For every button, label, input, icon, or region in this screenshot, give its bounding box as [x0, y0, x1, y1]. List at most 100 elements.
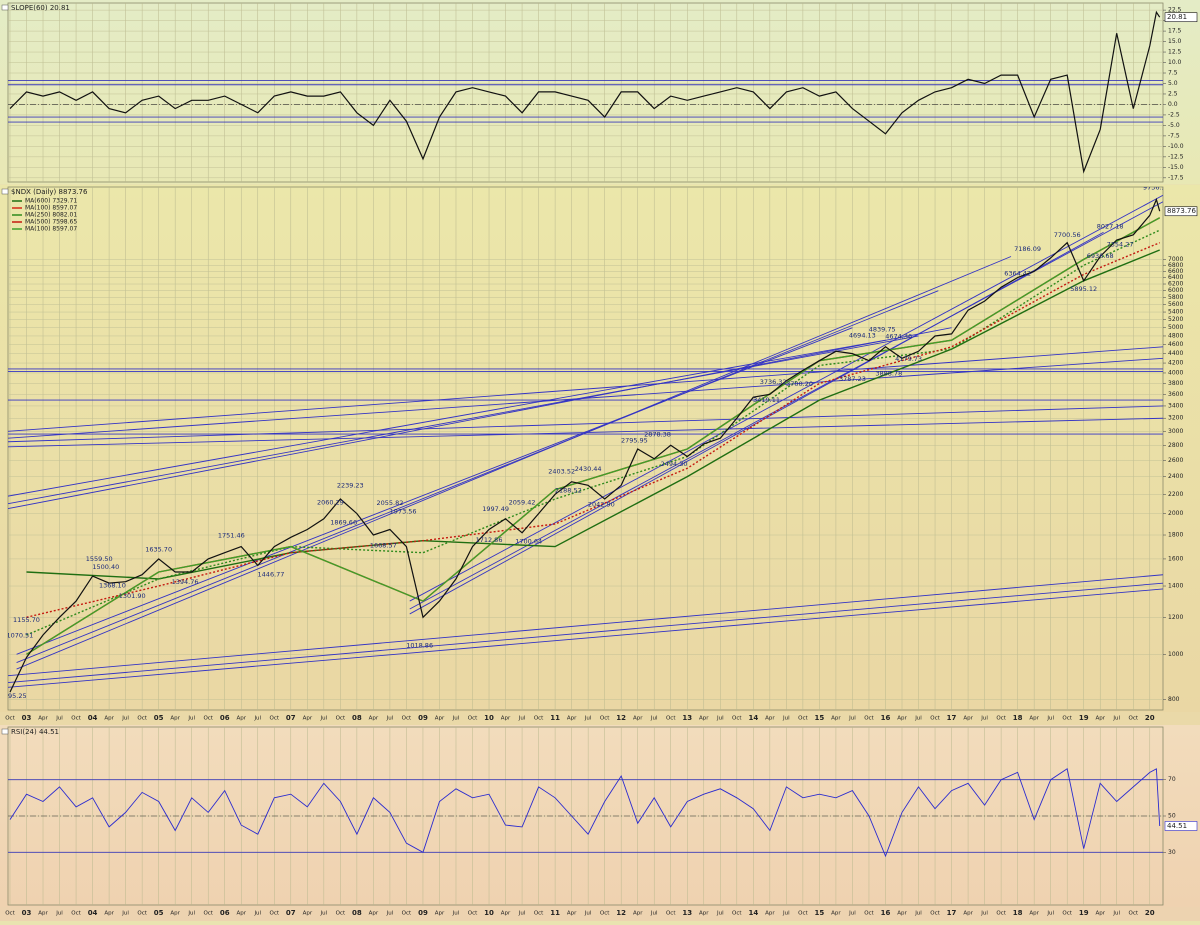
x-tick-label: Oct [203, 911, 213, 917]
trendline [8, 339, 886, 497]
y-tick-label: 6000 [1168, 287, 1183, 294]
price-annotation: 1155.70 [13, 616, 40, 624]
y-tick-label: -2.5 [1168, 111, 1180, 118]
x-tick-label: Jul [1112, 716, 1120, 722]
x-tick-label: 08 [352, 714, 362, 722]
legend-entry: MA(250) 8082.01 [25, 212, 77, 219]
x-tick-label: Oct [798, 716, 808, 722]
x-tick-label: Apr [435, 716, 445, 722]
trendline [8, 405, 1163, 443]
x-tick-label: Apr [765, 911, 775, 917]
x-tick-label: Apr [897, 716, 907, 722]
y-tick-label: 3000 [1168, 428, 1183, 435]
price-annotation: 4674.36 [885, 332, 912, 340]
x-tick-label: 05 [154, 714, 164, 722]
trendline [16, 256, 1012, 670]
x-tick-label: Apr [1095, 716, 1105, 722]
y-tick-label: 15.0 [1168, 38, 1182, 45]
x-tick-label: 06 [220, 714, 230, 722]
price-annotation: 795.25 [4, 692, 27, 700]
x-tick-label: Jul [782, 716, 790, 722]
x-tick-label: Apr [765, 716, 775, 722]
title-icon [1, 4, 9, 11]
trendline [8, 574, 1163, 677]
x-tick-label: Jul [320, 716, 328, 722]
y-tick-label: 3200 [1168, 415, 1183, 422]
x-tick-label: Apr [831, 716, 841, 722]
y-tick-label: -7.5 [1168, 132, 1180, 139]
trendline [16, 327, 853, 655]
panel-background [0, 185, 1200, 712]
price-annotation: 1070.51 [6, 631, 33, 639]
y-tick-label: -12.5 [1168, 153, 1184, 160]
x-tick-label: 20 [1145, 714, 1155, 722]
x-tick-label: Jul [848, 716, 856, 722]
legend-entry: MA(100) 8597.07 [25, 226, 77, 233]
x-tick-label: Oct [137, 911, 147, 917]
price-annotation: 4179.73 [895, 355, 922, 363]
x-tick-label: Jul [716, 911, 724, 917]
price-annotation: 3419.11 [753, 396, 780, 404]
price-annotation: 6936.68 [1087, 252, 1114, 260]
x-tick-label: Jul [584, 911, 592, 917]
price-annotation: 2494.30 [661, 460, 688, 468]
x-tick-label: 04 [88, 714, 98, 722]
x-tick-label: Apr [38, 716, 48, 722]
x-tick-label: Jul [320, 911, 328, 917]
x-tick-label: Jul [187, 911, 195, 917]
y-tick-label: 6600 [1168, 268, 1183, 275]
trendline [8, 417, 1163, 448]
trendline [409, 194, 1163, 602]
y-tick-label: 2.5 [1168, 90, 1178, 97]
x-tick-label: Oct [402, 716, 412, 722]
x-tick-label: 16 [881, 909, 891, 917]
price-annotation: 1635.70 [145, 545, 172, 553]
x-tick-label: Jul [386, 716, 394, 722]
ma-line [26, 229, 1160, 636]
x-tick-label: Apr [567, 716, 577, 722]
x-tick-label: Apr [633, 716, 643, 722]
x-tick-label: Jul [121, 716, 129, 722]
x-tick-label: Oct [270, 716, 280, 722]
y-tick-label: 1200 [1168, 614, 1183, 621]
y-tick-label: 5800 [1168, 294, 1183, 301]
axis-strip [0, 907, 1200, 921]
value-tag-box [1164, 821, 1198, 831]
x-tick-label: Jul [187, 716, 195, 722]
x-tick-label: 07 [286, 714, 296, 722]
x-tick-label: 07 [286, 909, 296, 917]
x-tick-label: Jul [650, 716, 658, 722]
price-annotation: 1500.40 [92, 563, 119, 571]
x-tick-label: Apr [831, 911, 841, 917]
x-tick-label: Jul [452, 911, 460, 917]
x-tick-label: 17 [947, 714, 957, 722]
panel-title: $NDX (Daily) 8873.76 [11, 188, 88, 196]
x-tick-label: Apr [104, 716, 114, 722]
x-tick-label: Jul [1046, 911, 1054, 917]
x-tick-label: Jul [716, 716, 724, 722]
y-tick-label: 0.0 [1168, 101, 1178, 108]
price-annotation: 1559.50 [86, 555, 113, 563]
y-tick-label: 1600 [1168, 555, 1183, 562]
x-tick-label: Jul [782, 911, 790, 917]
x-tick-label: 16 [881, 714, 891, 722]
x-tick-label: Apr [236, 716, 246, 722]
x-tick-label: Apr [1095, 911, 1105, 917]
label-layer: 22.520.017.515.012.510.07.55.02.50.0-2.5… [1, 4, 1198, 917]
panel-frame [7, 186, 1164, 711]
x-tick-label: 17 [947, 909, 957, 917]
y-tick-label: 7000 [1168, 256, 1183, 263]
x-tick-label: Oct [336, 716, 346, 722]
x-tick-label: Jul [914, 911, 922, 917]
trendline [409, 201, 1163, 610]
title-icon [1, 188, 9, 195]
y-tick-label: -10.0 [1168, 143, 1184, 150]
data-line [9, 197, 1161, 693]
x-tick-label: Apr [435, 911, 445, 917]
x-tick-label: 13 [682, 909, 692, 917]
price-annotation: 1394.76 [172, 578, 199, 586]
x-tick-label: Oct [1062, 716, 1072, 722]
y-tick-label: 5.0 [1168, 80, 1178, 87]
x-tick-label: Oct [798, 911, 808, 917]
